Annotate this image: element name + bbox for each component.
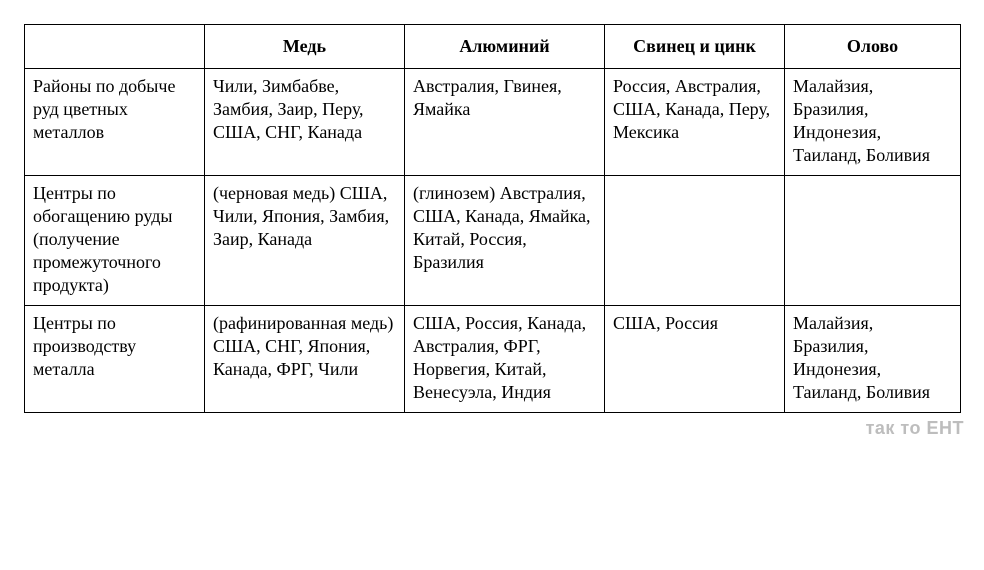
table-cell (785, 176, 961, 306)
table-cell: Австралия, Гвинея, Ямайка (405, 69, 605, 176)
table-row: Центры по производству металла (рафиниро… (25, 306, 961, 413)
table-cell: (рафинированная медь) США, СНГ, Япония, … (205, 306, 405, 413)
table-cell: Малайзия, Бразилия, Индонезия, Таиланд, … (785, 69, 961, 176)
row-label: Районы по добыче руд цветных металлов (25, 69, 205, 176)
row-label: Центры по обогащению руды (получение про… (25, 176, 205, 306)
table-header-row: Медь Алюминий Свинец и цинк Олово (25, 25, 961, 69)
col-header-aluminium: Алюминий (405, 25, 605, 69)
table-cell: (глинозем) Австралия, США, Канада, Ямайк… (405, 176, 605, 306)
metals-table: Медь Алюминий Свинец и цинк Олово Районы… (24, 24, 961, 413)
col-header-blank (25, 25, 205, 69)
table-cell (605, 176, 785, 306)
table-cell: США, Россия (605, 306, 785, 413)
table-cell: США, Россия, Канада, Австралия, ФРГ, Нор… (405, 306, 605, 413)
page-container: Медь Алюминий Свинец и цинк Олово Районы… (24, 24, 960, 413)
table-cell: Россия, Австралия, США, Канада, Перу, Ме… (605, 69, 785, 176)
row-label: Центры по производству металла (25, 306, 205, 413)
col-header-tin: Олово (785, 25, 961, 69)
col-header-copper: Медь (205, 25, 405, 69)
table-cell: (черновая медь) США, Чили, Япония, Замби… (205, 176, 405, 306)
watermark-text: так то ЕНТ (866, 418, 964, 439)
col-header-lead-zinc: Свинец и цинк (605, 25, 785, 69)
table-row: Районы по добыче руд цветных металлов Чи… (25, 69, 961, 176)
table-cell: Чили, Зимбабве, Замбия, Заир, Перу, США,… (205, 69, 405, 176)
table-row: Центры по обогащению руды (получение про… (25, 176, 961, 306)
table-cell: Малайзия, Бразилия, Индонезия, Таиланд, … (785, 306, 961, 413)
